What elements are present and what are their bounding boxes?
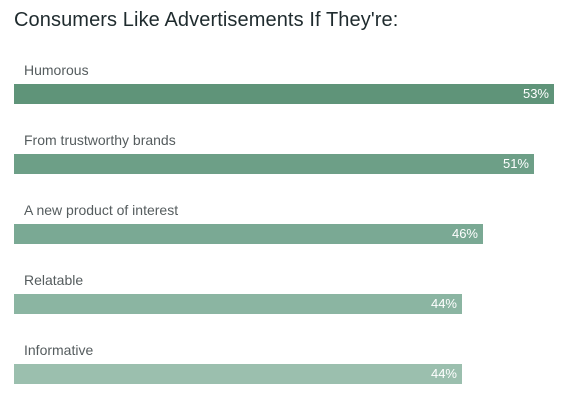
bar: 53%: [14, 84, 554, 104]
chart-title: Consumers Like Advertisements If They're…: [14, 9, 399, 31]
data-label: 51%: [502, 156, 529, 171]
bar: 44%: [14, 294, 462, 314]
data-label: 53%: [522, 86, 549, 101]
data-label: 44%: [430, 366, 457, 381]
data-label: 44%: [430, 296, 457, 311]
bar: 46%: [14, 224, 483, 244]
category-label: From trustworthy brands: [24, 132, 176, 148]
bar: 51%: [14, 154, 534, 174]
data-label: 46%: [451, 226, 478, 241]
category-label: Humorous: [24, 62, 89, 78]
category-label: Informative: [24, 342, 94, 358]
bar: 44%: [14, 364, 462, 384]
category-label: A new product of interest: [24, 202, 179, 218]
category-label: Relatable: [24, 272, 84, 288]
